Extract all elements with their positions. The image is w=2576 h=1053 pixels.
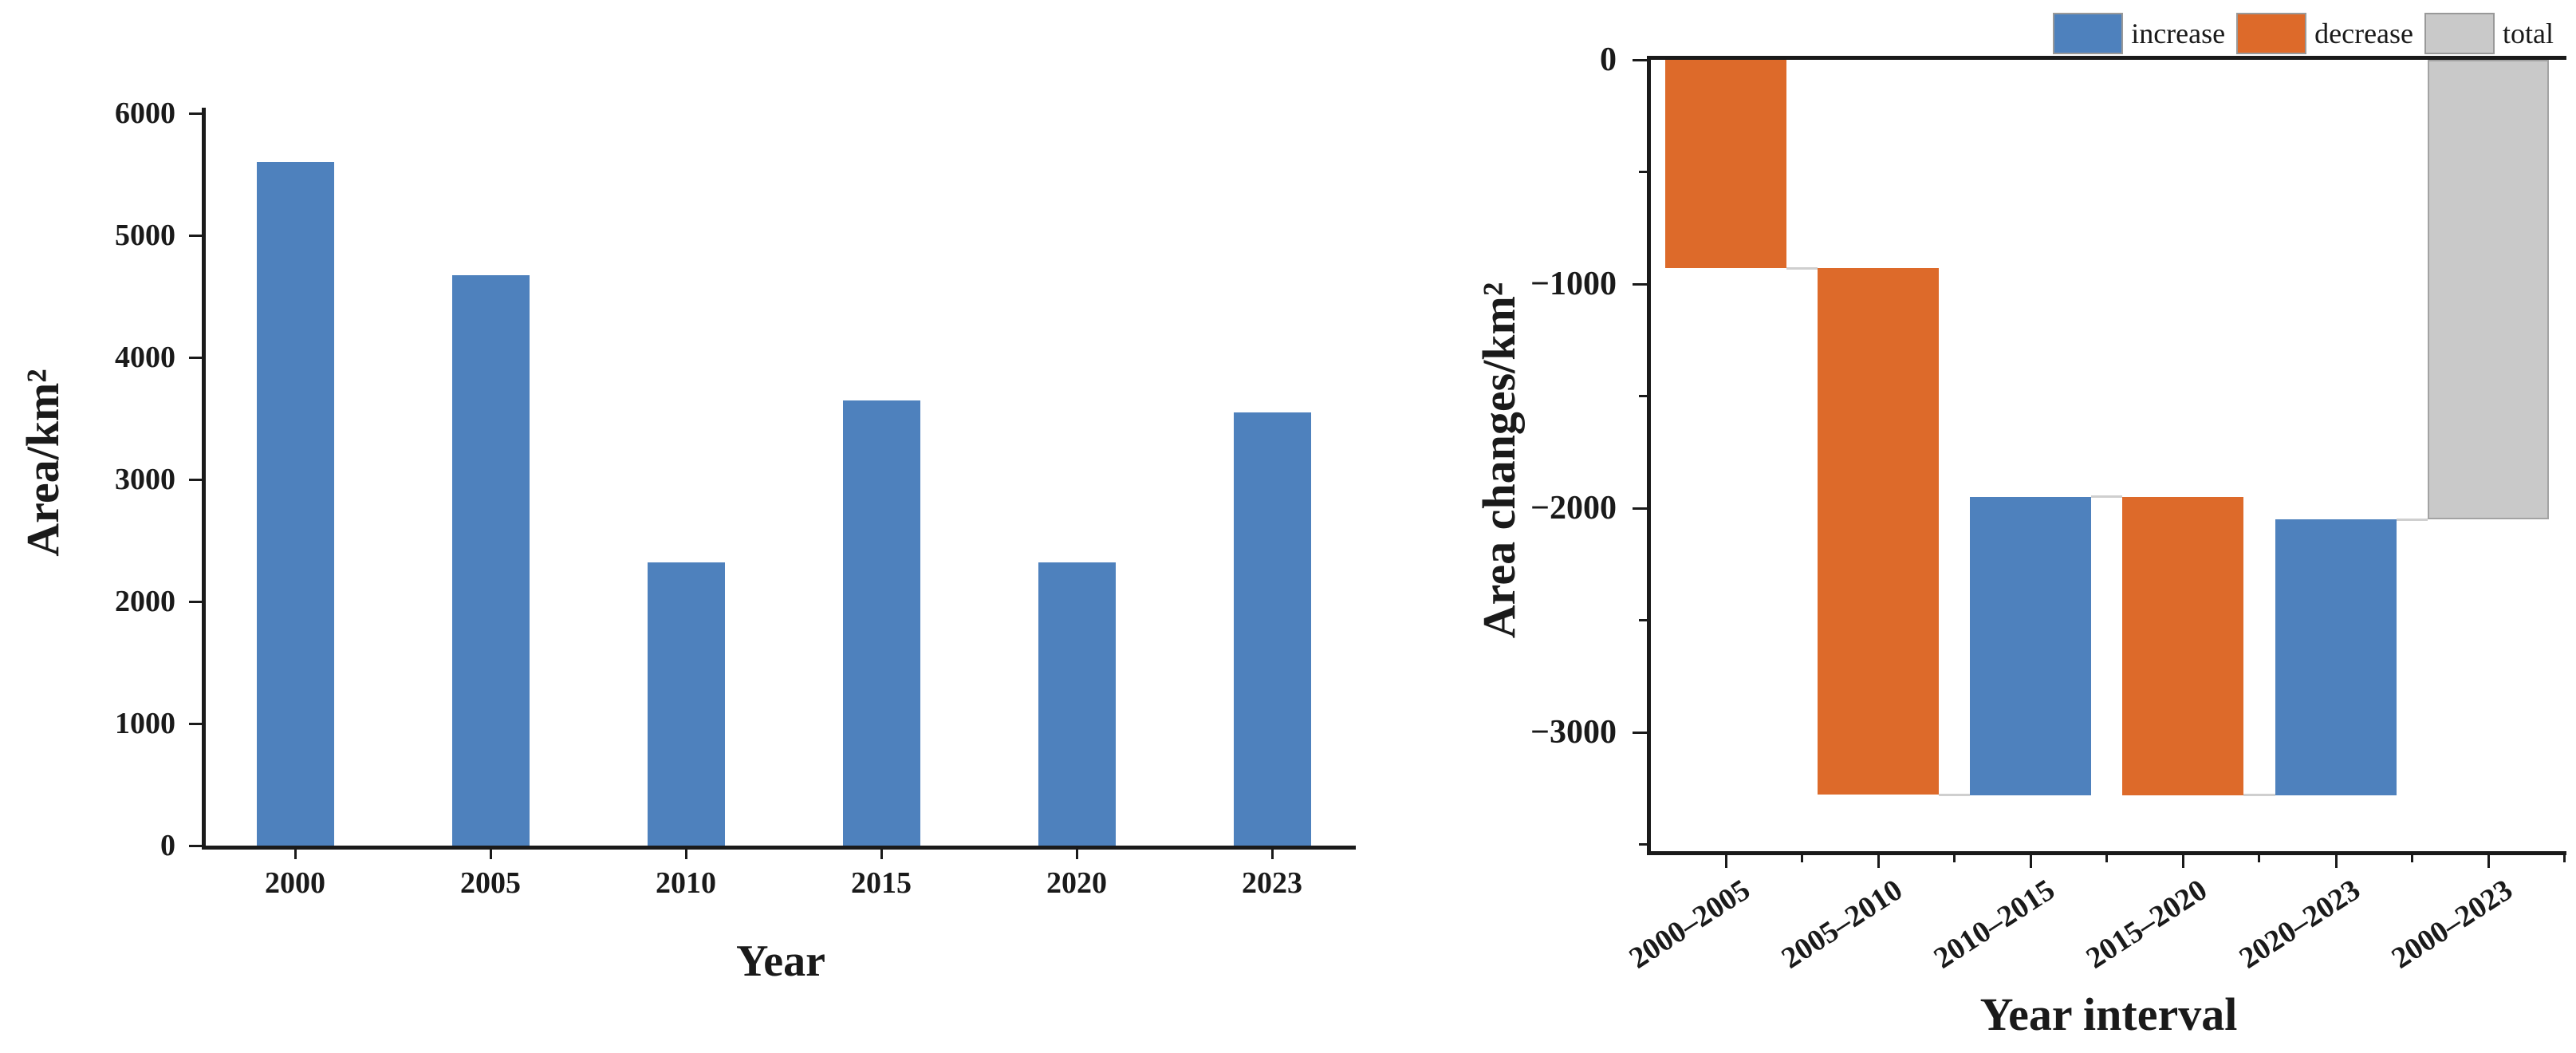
legend-swatch-total	[2424, 13, 2495, 54]
right-x-tick	[1877, 855, 1880, 868]
right-y-minor-tick	[1639, 843, 1647, 846]
left-y-tick-label: 4000	[115, 341, 175, 374]
right-x-tick	[2487, 855, 2490, 868]
waterfall-connector	[1939, 794, 1970, 796]
right-y-minor-tick	[1639, 619, 1647, 621]
right-y-tick-label: 0	[1600, 41, 1617, 78]
left-x-axis-title: Year	[736, 937, 825, 986]
right-y-tick-label: −2000	[1530, 490, 1617, 526]
waterfall-bar-2015–2020	[2122, 497, 2243, 795]
right-y-tick	[1633, 59, 1647, 61]
left-x-tick	[685, 850, 687, 859]
right-x-tick-label: 2000–2005	[1623, 873, 1756, 976]
right-x-minor-tick	[2105, 855, 2108, 862]
left-x-tick	[1271, 850, 1274, 859]
waterfall-bar-2000–2005	[1665, 60, 1786, 268]
left-y-tick	[189, 479, 202, 481]
waterfall-connector	[2091, 495, 2122, 498]
right-x-tick-label: 2010–2015	[1928, 873, 2061, 976]
legend-label-decrease: decrease	[2314, 18, 2414, 49]
right-y-minor-tick	[1639, 395, 1647, 397]
right-x-tick-label: 2000–2023	[2385, 873, 2519, 976]
right-x-tick-label: 2005–2010	[1775, 873, 1908, 976]
left-x-tick-label: 2015	[851, 866, 912, 900]
bar-2015	[843, 400, 920, 846]
right-y-axis-line	[1647, 57, 1651, 855]
left-y-tick	[189, 235, 202, 237]
legend-swatch-increase	[2053, 13, 2124, 54]
right-x-axis-line	[1647, 851, 2566, 855]
left-x-tick	[1076, 850, 1078, 859]
right-x-minor-tick	[1953, 855, 1956, 862]
waterfall-bar-2005–2010	[1818, 268, 1939, 795]
right-x-minor-tick	[2411, 855, 2413, 862]
left-y-tick	[189, 723, 202, 725]
bar-2005	[452, 275, 530, 846]
waterfall-bar-2010–2015	[1970, 497, 2091, 795]
left-y-tick-label: 5000	[115, 219, 175, 252]
right-x-tick	[2335, 855, 2338, 868]
right-y-minor-tick	[1639, 171, 1647, 173]
left-y-tick-label: 2000	[115, 585, 175, 618]
bar-2010	[648, 562, 725, 846]
right-x-tick-label: 2015–2020	[2080, 873, 2213, 976]
left-x-tick	[490, 850, 492, 859]
left-x-tick-label: 2020	[1046, 866, 1107, 900]
right-x-tick	[2030, 855, 2032, 868]
bar-2020	[1038, 562, 1116, 846]
left-y-tick	[189, 601, 202, 603]
left-x-tick-label: 2023	[1242, 866, 1302, 900]
waterfall-connector	[2243, 794, 2275, 796]
left-y-axis-line	[202, 108, 206, 850]
left-x-tick-label: 2000	[265, 866, 325, 900]
left-y-tick	[189, 112, 202, 115]
bar-2000	[257, 162, 334, 846]
left-x-tick-label: 2005	[460, 866, 521, 900]
left-x-axis-line	[202, 846, 1356, 850]
right-x-minor-tick	[2258, 855, 2260, 862]
left-y-tick	[189, 845, 202, 847]
right-y-axis-title: Area changes/km²	[1473, 282, 1525, 639]
left-y-tick-label: 0	[160, 829, 175, 862]
right-x-minor-tick	[1801, 855, 1803, 862]
legend-item-increase: increase	[2053, 13, 2225, 54]
right-y-tick-label: −1000	[1530, 266, 1617, 302]
right-x-tick	[1725, 855, 1727, 868]
legend-item-decrease: decrease	[2236, 13, 2413, 54]
legend-item-total: total	[2424, 13, 2554, 54]
legend-label-total: total	[2503, 18, 2554, 49]
right-x-minor-tick	[2563, 855, 2566, 862]
right-y-tick-label: −3000	[1530, 714, 1617, 751]
zero-line	[1647, 56, 2566, 60]
right-y-tick	[1633, 732, 1647, 734]
right-y-tick	[1633, 283, 1647, 286]
right-x-tick-label: 2020–2023	[2233, 873, 2366, 976]
left-x-tick-label: 2010	[656, 866, 716, 900]
left-x-tick	[880, 850, 883, 859]
waterfall-connector	[1786, 267, 1818, 270]
waterfall-bar-2020–2023	[2275, 519, 2397, 795]
bar-2023	[1234, 412, 1311, 846]
left-y-tick	[189, 357, 202, 359]
legend-label-increase: increase	[2131, 18, 2226, 49]
right-x-tick	[2182, 855, 2184, 868]
legend-swatch-decrease	[2236, 13, 2307, 54]
right-y-tick	[1633, 507, 1647, 510]
waterfall-bar-2000–2023	[2428, 60, 2549, 519]
right-x-axis-title: Year interval	[1979, 988, 2238, 1040]
left-y-tick-label: 1000	[115, 707, 175, 740]
left-y-tick-label: 6000	[115, 97, 175, 130]
left-x-tick	[294, 850, 297, 859]
legend: increase decrease total	[2053, 13, 2554, 54]
waterfall-connector	[2397, 519, 2428, 521]
left-y-tick-label: 3000	[115, 463, 175, 496]
